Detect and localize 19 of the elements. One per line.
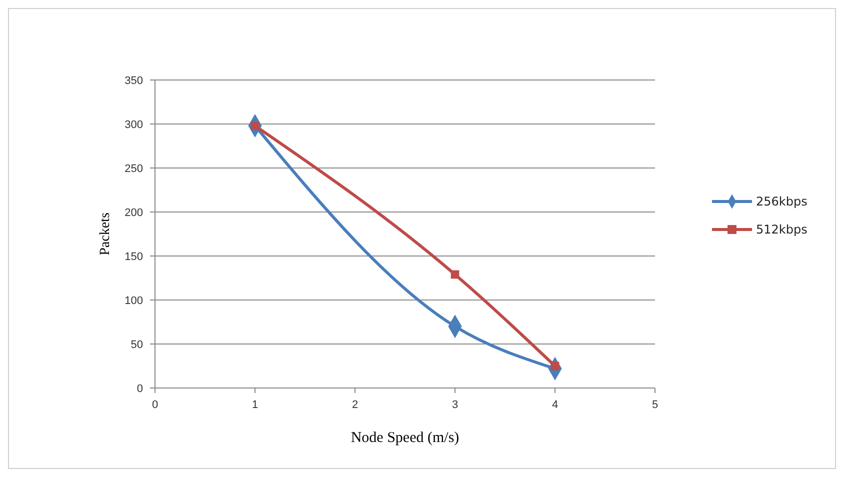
x-tick-label: 3 <box>452 399 458 411</box>
y-tick-label: 50 <box>130 338 143 351</box>
y-tick-label: 0 <box>136 382 143 395</box>
y-tick-label: 250 <box>124 162 143 175</box>
x-tick-label: 2 <box>352 399 358 411</box>
x-tick-label: 1 <box>252 399 258 411</box>
point <box>450 270 460 279</box>
legend-label: 512kbps <box>756 222 808 237</box>
x-tick-label: 4 <box>552 399 558 411</box>
x-axis-title: Node Speed (m/s) <box>350 430 460 446</box>
y-tick-label: 350 <box>124 74 143 87</box>
y-tick-label: 200 <box>124 206 143 219</box>
y-axis-title: Packets <box>98 212 113 256</box>
y-tick-label: 150 <box>124 250 143 263</box>
x-tick-label: 0 <box>152 399 158 411</box>
y-tick-label: 100 <box>124 294 143 307</box>
y-tick-label: 300 <box>124 118 143 131</box>
legend-label: 256kbps <box>756 194 808 209</box>
x-tick-label: 5 <box>652 399 658 411</box>
